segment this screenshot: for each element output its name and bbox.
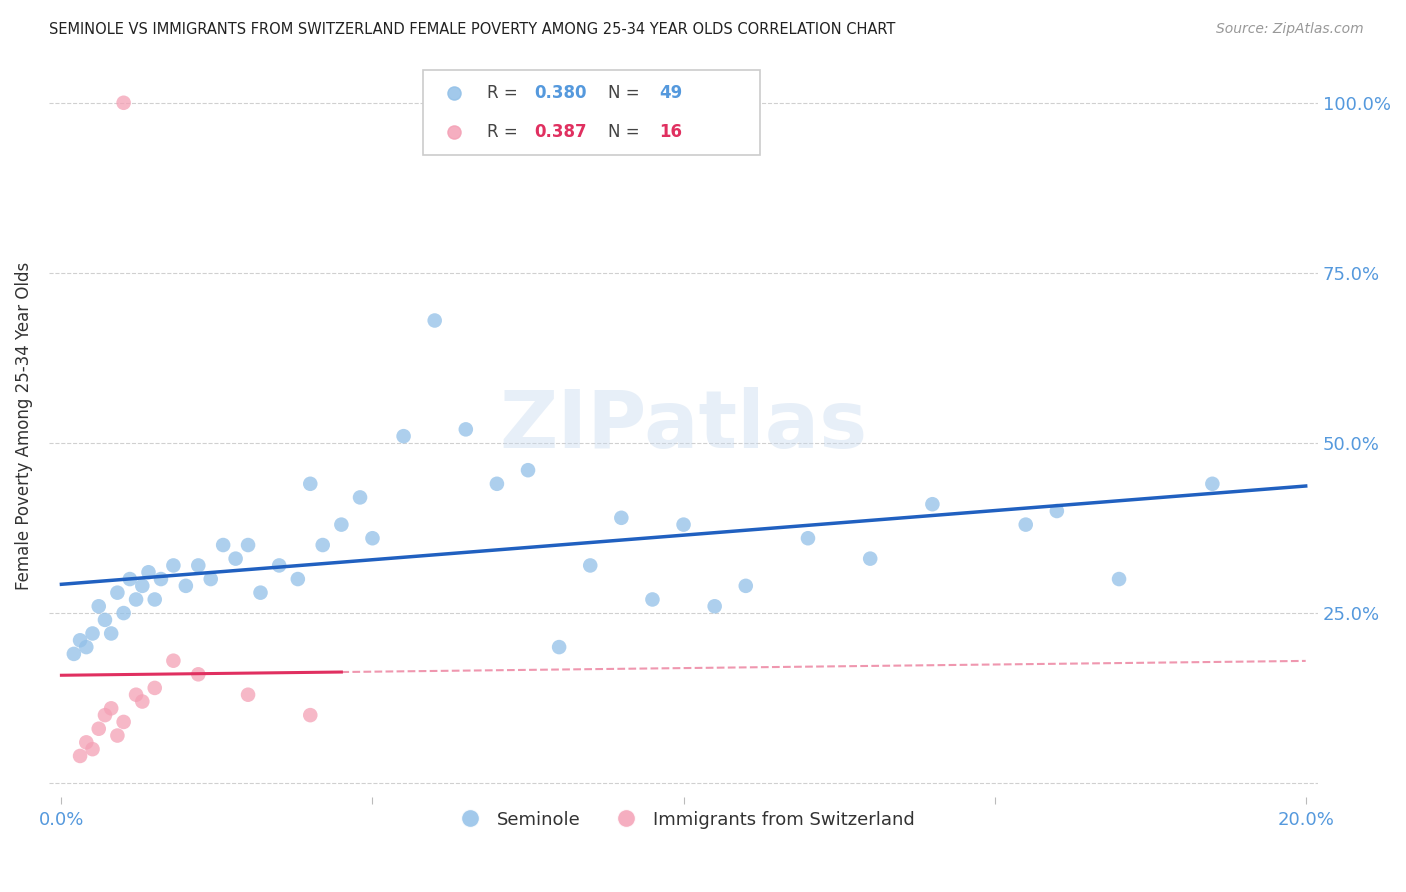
- Point: [112, 714, 135, 729]
- Text: ZIPatlas: ZIPatlas: [499, 387, 868, 465]
- Point: [112, 606, 135, 620]
- Point: [485, 476, 508, 491]
- Point: [859, 551, 882, 566]
- Point: [75, 735, 97, 749]
- Point: [162, 558, 184, 573]
- Point: [299, 476, 322, 491]
- Point: [672, 517, 695, 532]
- Point: [517, 463, 540, 477]
- Point: [1015, 517, 1038, 532]
- Point: [299, 708, 322, 723]
- Point: [125, 688, 148, 702]
- Point: [87, 722, 110, 736]
- Point: [200, 572, 222, 586]
- Text: SEMINOLE VS IMMIGRANTS FROM SWITZERLAND FEMALE POVERTY AMONG 25-34 YEAR OLDS COR: SEMINOLE VS IMMIGRANTS FROM SWITZERLAND …: [49, 22, 896, 37]
- Point: [131, 579, 153, 593]
- Point: [349, 491, 371, 505]
- Point: [361, 531, 384, 545]
- Point: [392, 429, 415, 443]
- Point: [69, 633, 91, 648]
- Point: [87, 599, 110, 614]
- Point: [143, 681, 166, 695]
- Point: [100, 626, 122, 640]
- Point: [94, 708, 117, 723]
- Point: [125, 592, 148, 607]
- Point: [225, 551, 247, 566]
- Point: [1046, 504, 1069, 518]
- Point: [187, 558, 209, 573]
- Point: [149, 572, 172, 586]
- Point: [454, 422, 477, 436]
- Point: [287, 572, 309, 586]
- Point: [269, 558, 291, 573]
- Point: [107, 729, 129, 743]
- Point: [143, 592, 166, 607]
- Point: [131, 694, 153, 708]
- Point: [118, 572, 141, 586]
- Y-axis label: Female Poverty Among 25-34 Year Olds: Female Poverty Among 25-34 Year Olds: [15, 262, 32, 591]
- Point: [174, 579, 197, 593]
- Point: [69, 748, 91, 763]
- Point: [548, 640, 571, 654]
- Point: [641, 592, 664, 607]
- Point: [236, 538, 259, 552]
- Point: [423, 313, 446, 327]
- Point: [249, 585, 271, 599]
- Point: [162, 654, 184, 668]
- Point: [1108, 572, 1130, 586]
- Point: [100, 701, 122, 715]
- Point: [107, 585, 129, 599]
- Point: [312, 538, 335, 552]
- Point: [1201, 476, 1223, 491]
- Point: [82, 626, 104, 640]
- Point: [610, 511, 633, 525]
- Point: [921, 497, 943, 511]
- Text: Source: ZipAtlas.com: Source: ZipAtlas.com: [1216, 22, 1364, 37]
- Point: [112, 95, 135, 110]
- Legend: Seminole, Immigrants from Switzerland: Seminole, Immigrants from Switzerland: [444, 804, 922, 836]
- Point: [212, 538, 235, 552]
- Point: [138, 566, 160, 580]
- Point: [703, 599, 725, 614]
- Point: [63, 647, 86, 661]
- Point: [187, 667, 209, 681]
- Point: [579, 558, 602, 573]
- Point: [94, 613, 117, 627]
- Point: [82, 742, 104, 756]
- Point: [797, 531, 820, 545]
- Point: [75, 640, 97, 654]
- Point: [734, 579, 756, 593]
- Point: [330, 517, 353, 532]
- Point: [236, 688, 259, 702]
